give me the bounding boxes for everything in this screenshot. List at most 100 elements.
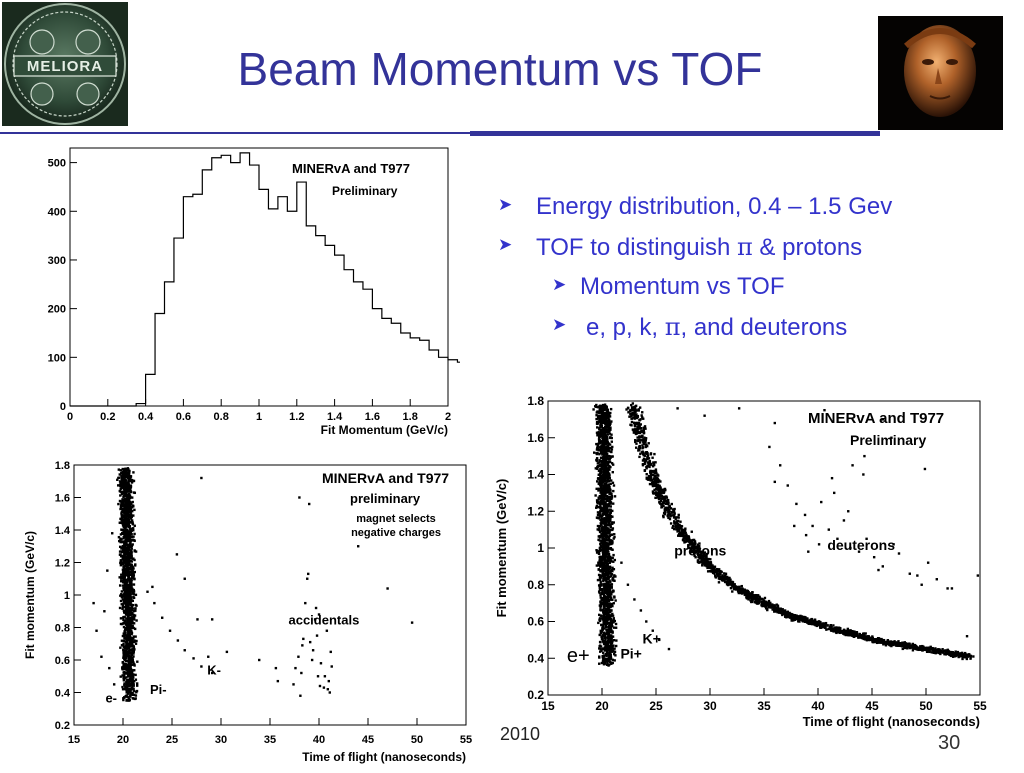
histogram-bar [212, 158, 221, 406]
pi-plus-band-point [609, 645, 611, 647]
pi-plus-band-point [605, 626, 607, 628]
pi-minus-band-point [122, 616, 124, 618]
pi-minus-band-point [128, 566, 130, 568]
pi-plus-band-point [595, 406, 597, 408]
pi-minus-band-point [123, 632, 125, 634]
y-tick-label: 0.8 [527, 578, 544, 592]
pi-plus-band-point [603, 472, 605, 474]
pi-plus-band-point [604, 645, 606, 647]
pi-plus-band-point [595, 488, 597, 490]
pi-minus-band-point [120, 488, 122, 490]
histogram-bar [221, 155, 230, 406]
pi-plus-band-point [606, 589, 608, 591]
pi-plus-band-point [607, 581, 609, 583]
pi-plus-band-point [605, 504, 607, 506]
x-tick-label: 1 [256, 411, 262, 423]
pi-plus-band-point [592, 408, 594, 410]
histogram-bar [335, 255, 344, 406]
histogram-bar [420, 340, 429, 406]
pi-plus-band-point [604, 464, 606, 466]
pi-plus-band-point [605, 584, 607, 586]
pi-minus-band-point [120, 564, 122, 566]
pi-minus-band-point [121, 529, 123, 531]
pi-minus-band-point [130, 693, 132, 695]
histogram-bar [259, 189, 268, 406]
pi-plus-band-point [601, 466, 603, 468]
pi-plus-band-point [602, 492, 604, 494]
histogram-bar [354, 282, 363, 406]
pi-minus-band-point [119, 584, 121, 586]
pi-plus-band-point [607, 638, 609, 640]
pi-minus-band-point [132, 567, 134, 569]
pi-minus-band-point [130, 531, 132, 533]
accidentals-point [299, 695, 301, 697]
pi-plus-band-point [612, 590, 614, 592]
pi-plus-band-point [605, 456, 607, 458]
pi-minus-band-point [127, 624, 129, 626]
pi-plus-band-point [598, 415, 600, 417]
pi-minus-band-point [133, 639, 135, 641]
y-tick-label: 400 [48, 206, 66, 218]
scatter-point [184, 578, 186, 580]
pi-plus-band-point [613, 617, 615, 619]
y-tick-label: 0.2 [527, 688, 544, 702]
title-rule-thick [470, 131, 880, 136]
pi-minus-band-point [121, 594, 123, 596]
histogram-bar [363, 289, 372, 406]
histogram-bar [297, 182, 306, 406]
pi-plus-band-point [600, 535, 602, 537]
pi-plus-band-point [613, 536, 615, 538]
y-axis-label: Fit momentum (GeV/c) [23, 531, 37, 659]
pi-plus-band-point [610, 420, 612, 422]
pi-minus-band-point [123, 679, 125, 681]
pi-plus-band-point [600, 507, 602, 509]
pi-plus-band-point [600, 468, 602, 470]
k--point [177, 639, 179, 641]
pi-plus-band-point [601, 638, 603, 640]
pi-minus-band-point [129, 560, 131, 562]
sub-bullet-text: e, p, k, π, and deuterons [586, 313, 847, 342]
pi-minus-band-point [121, 477, 123, 479]
pi-minus-band-point [124, 486, 126, 488]
pi-plus-band-point [598, 465, 600, 467]
pi-plus-band-point [598, 417, 600, 419]
pi-plus-band-point [614, 620, 616, 622]
bullet-text-part: & protons [753, 234, 862, 261]
pi-minus-band-point [118, 468, 120, 470]
y-tick-label: 1.6 [527, 431, 544, 445]
pi-plus-band-point [612, 490, 614, 492]
pi-minus-band-point [117, 503, 119, 505]
pi-minus-band-point [132, 501, 134, 503]
pi-minus-band-point [129, 674, 131, 676]
pi-plus-band-point [599, 650, 601, 652]
pi-plus-band-point [599, 504, 601, 506]
pi-plus-band-point [605, 449, 607, 451]
pi-minus-band-point [127, 467, 129, 469]
pi-plus-band-point [608, 595, 610, 597]
x-tick-label: 1.2 [289, 411, 304, 423]
pi-plus-band-point [599, 579, 601, 581]
pi-plus-band-point [602, 527, 604, 529]
pi-plus-band-point [609, 606, 611, 608]
proton-band-point [644, 470, 646, 472]
pi-plus-band-point [596, 460, 598, 462]
pi-plus-band-point [602, 600, 604, 602]
pi-plus-band-point [598, 559, 600, 561]
pi-minus-band-point [130, 515, 132, 517]
histogram-bar [202, 170, 211, 406]
pi-minus-band-point [126, 484, 128, 486]
pi-minus-band-point [126, 689, 128, 691]
pi-minus-band-point [127, 481, 129, 483]
pi-minus-band-point [125, 650, 127, 652]
pi-plus-band-point [607, 445, 609, 447]
bullet-text-part: e, p, k, [586, 314, 665, 341]
pi-minus-band-point [131, 680, 133, 682]
scatter-point [200, 477, 202, 479]
pi-plus-band-point [599, 586, 601, 588]
pi-plus-band-point [613, 484, 615, 486]
pi-minus-band-point [127, 669, 129, 671]
histogram-bar [287, 211, 296, 406]
pi-minus-band-point [127, 574, 129, 576]
pi-symbol: π [737, 233, 753, 261]
pi-plus-band-point [602, 417, 604, 419]
